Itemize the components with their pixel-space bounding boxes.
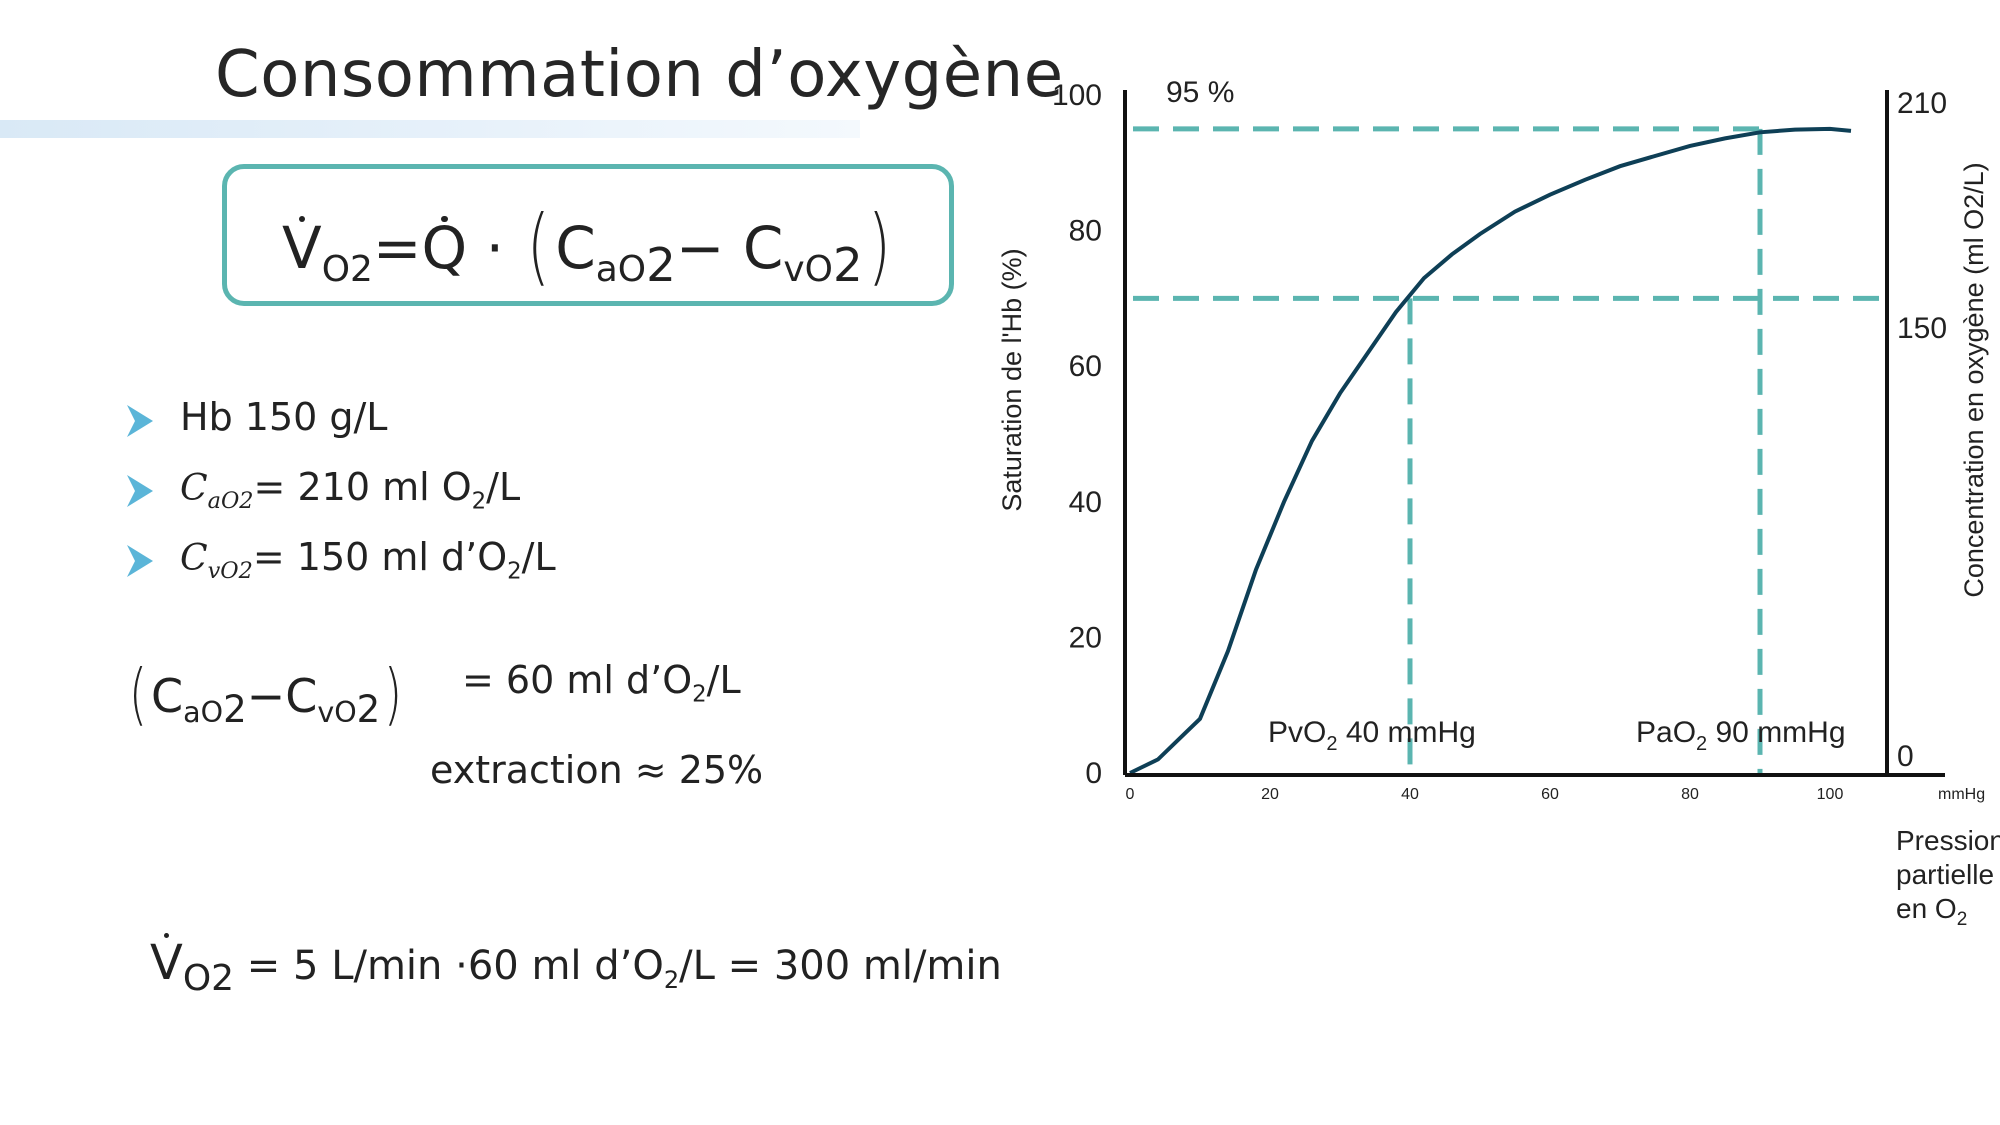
y-right-tick-labels: 210 150 0 xyxy=(1897,87,1947,773)
avdo2-value: = 60 ml d’O2/L xyxy=(462,658,741,708)
left-paren: ( xyxy=(527,196,551,295)
formula-equals: = xyxy=(372,214,422,282)
x-tick-80: 80 xyxy=(1681,786,1699,803)
x-tick-0: 0 xyxy=(1126,786,1135,803)
vo2-sub: O2 xyxy=(321,248,373,290)
cao2-c: C xyxy=(555,214,596,282)
y-right-tick-0: 0 xyxy=(1897,740,1914,773)
extraction-text: extraction ≈ 25% xyxy=(430,748,764,792)
x-axis-title-line3: en O2 xyxy=(1896,893,1967,930)
formula-minus: − xyxy=(675,214,725,282)
slide-title: Consommation d’oxygène xyxy=(215,38,1064,112)
x-axis-title-line1: Pression xyxy=(1896,825,2000,856)
x-unit-label: mmHg xyxy=(1938,786,1985,803)
y-left-tick-labels: 0 20 40 60 80 100 xyxy=(1052,79,1102,790)
cao2-sub: aO2 xyxy=(595,238,676,293)
y-right-tick-150: 150 xyxy=(1897,312,1947,345)
vo2-formula-box: VO2=Q · (CaO2− CvO2) xyxy=(222,164,954,306)
vo2-result-equation: VO2 = 5 L/min ·60 ml d’O2/L = 300 ml/min xyxy=(150,932,1002,999)
y-left-tick-60: 60 xyxy=(1069,350,1102,383)
arrow-bullet-icon xyxy=(127,405,153,437)
x-axis-title-line2: partielle xyxy=(1896,859,1994,890)
x-tick-20: 20 xyxy=(1261,786,1279,803)
saturation-95-label: 95 % xyxy=(1166,76,1234,109)
formula-dot-operator: · xyxy=(485,214,505,282)
title-underline-band xyxy=(0,120,860,138)
y-left-tick-40: 40 xyxy=(1069,486,1102,519)
oxyhemoglobin-curve xyxy=(1129,126,1852,775)
pvo2-label: PvO2 40 mmHg xyxy=(1268,716,1476,755)
x-tick-100: 100 xyxy=(1817,786,1844,803)
x-tick-60: 60 xyxy=(1541,786,1559,803)
pao2-label: PaO2 90 mmHg xyxy=(1636,716,1846,755)
vo2-formula: VO2=Q · (CaO2− CvO2) xyxy=(282,197,896,289)
y-left-axis-title: Saturation de l'Hb (%) xyxy=(997,248,1027,511)
bullet-cvo2: CvO2= 150 ml d’O2/L xyxy=(180,535,556,585)
right-paren: ) xyxy=(867,196,891,295)
reference-lines xyxy=(1133,126,1885,773)
bullet-hb: Hb 150 g/L xyxy=(180,395,388,439)
y-right-tick-210: 210 xyxy=(1897,87,1947,120)
arrow-bullet-icon xyxy=(127,545,153,577)
bullet-cao2: CaO2= 210 ml O2/L xyxy=(180,465,521,515)
avdo2-expression: (CaO2−CvO2) xyxy=(128,655,403,734)
y-right-axis-title: Concentration en oxygène (ml O2/L) xyxy=(1959,162,1989,597)
y-left-tick-100: 100 xyxy=(1052,79,1102,112)
arrow-bullet-icon xyxy=(127,475,153,507)
q-letter: Q xyxy=(421,214,468,282)
x-tick-40: 40 xyxy=(1401,786,1419,803)
y-left-tick-20: 20 xyxy=(1069,621,1102,654)
y-left-tick-80: 80 xyxy=(1069,215,1102,248)
cvo2-sub: vO2 xyxy=(783,238,863,293)
cvo2-c: C xyxy=(742,214,784,282)
x-tick-labels: 0 20 40 60 80 100 xyxy=(1126,786,1844,803)
y-left-tick-0: 0 xyxy=(1085,757,1102,790)
vo2-letter: V xyxy=(282,214,322,282)
